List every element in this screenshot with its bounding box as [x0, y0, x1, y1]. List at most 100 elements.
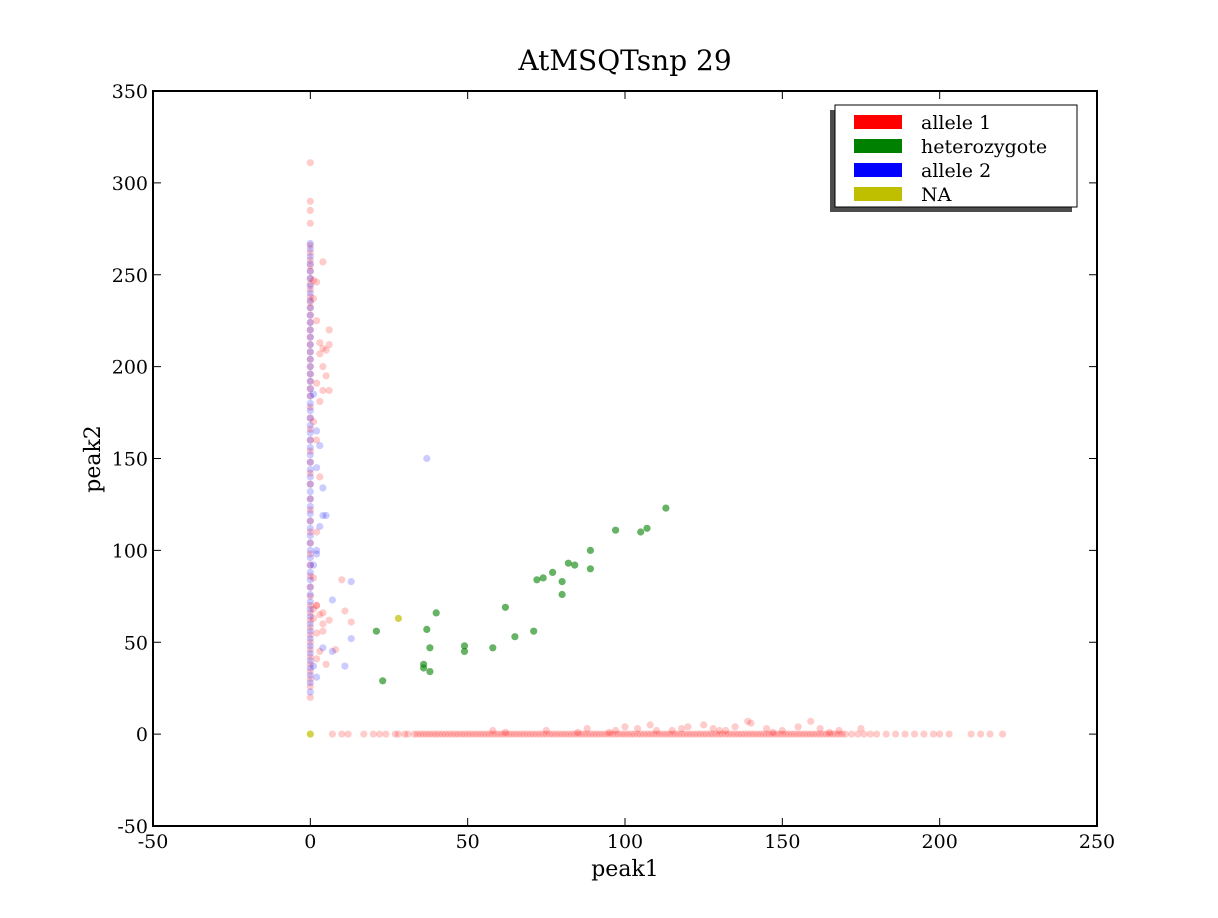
data-point [501, 603, 509, 611]
data-point [986, 730, 994, 738]
data-point [382, 730, 390, 738]
data-point [306, 646, 314, 654]
data-point [882, 730, 890, 738]
data-point [731, 730, 739, 738]
data-point [659, 730, 667, 738]
data-point [306, 623, 314, 632]
data-point [747, 719, 755, 727]
data-point [341, 607, 349, 615]
legend-label: allele 2 [921, 160, 991, 182]
data-point [306, 206, 314, 214]
data-point [467, 730, 475, 738]
data-point [756, 730, 764, 738]
data-point [306, 668, 314, 676]
data-point [306, 583, 314, 591]
data-point [306, 267, 314, 275]
legend-swatch [854, 163, 902, 177]
data-point [555, 730, 563, 738]
y-tick-label: 200 [112, 357, 148, 379]
data-point [825, 730, 834, 738]
data-point [325, 386, 333, 395]
data-point [567, 730, 576, 738]
data-point [533, 576, 541, 584]
data-point [769, 728, 777, 736]
data-point [306, 638, 314, 646]
data-point [523, 730, 532, 738]
data-point [489, 726, 497, 735]
data-point [678, 725, 686, 733]
data-point [530, 627, 538, 635]
data-point [306, 679, 314, 687]
data-point [671, 730, 679, 738]
data-point [612, 726, 620, 735]
data-point [857, 725, 865, 733]
data-point [306, 671, 314, 679]
data-point [306, 447, 314, 455]
data-point [533, 730, 541, 738]
data-point [825, 728, 834, 736]
data-point [306, 635, 314, 643]
data-point [892, 730, 900, 738]
data-point [778, 730, 786, 738]
data-point [715, 730, 724, 738]
data-point [769, 730, 777, 738]
data-point [652, 730, 661, 738]
data-point [656, 730, 664, 738]
data-point [306, 495, 314, 503]
data-point [306, 274, 314, 282]
data-point [448, 730, 456, 738]
data-point [574, 728, 582, 736]
data-point [347, 578, 355, 586]
data-point [306, 649, 314, 657]
legend-swatch [854, 139, 902, 153]
data-point [571, 730, 579, 738]
data-point [319, 609, 327, 617]
data-point [618, 730, 626, 738]
data-point [306, 590, 314, 599]
x-tick-label: 100 [607, 831, 643, 853]
data-point [545, 730, 554, 738]
data-point [306, 509, 314, 518]
data-point [319, 511, 327, 520]
data-point [652, 726, 661, 735]
data-point [306, 245, 314, 253]
data-point [486, 730, 494, 738]
data-point [621, 730, 629, 738]
y-tick-label: 300 [112, 173, 148, 195]
data-point [712, 730, 720, 738]
data-point [700, 721, 708, 729]
data-point [634, 725, 642, 733]
data-point [313, 317, 321, 325]
data-point [328, 596, 336, 604]
data-point [309, 574, 318, 582]
data-point [479, 730, 487, 738]
data-point [662, 730, 670, 738]
data-point [668, 730, 676, 738]
legend-label: allele 1 [921, 112, 991, 134]
data-point [306, 219, 314, 227]
data-point [649, 730, 657, 738]
x-tick-label: -50 [138, 831, 169, 853]
data-point [309, 418, 318, 426]
data-point [442, 730, 450, 738]
data-point [306, 293, 314, 301]
data-point [391, 730, 399, 738]
data-point [807, 730, 815, 738]
data-point [309, 276, 318, 284]
data-point [306, 363, 314, 371]
data-point [404, 730, 412, 738]
data-point [306, 296, 314, 305]
data-point [785, 730, 793, 738]
data-point [313, 427, 321, 435]
data-point [791, 730, 799, 738]
data-point [829, 730, 837, 738]
data-point [347, 635, 355, 643]
data-point [703, 730, 711, 738]
data-point [322, 660, 330, 668]
data-point [577, 730, 585, 738]
data-point [328, 730, 336, 738]
data-point [681, 730, 689, 738]
data-point [306, 407, 314, 415]
data-point [744, 730, 752, 738]
